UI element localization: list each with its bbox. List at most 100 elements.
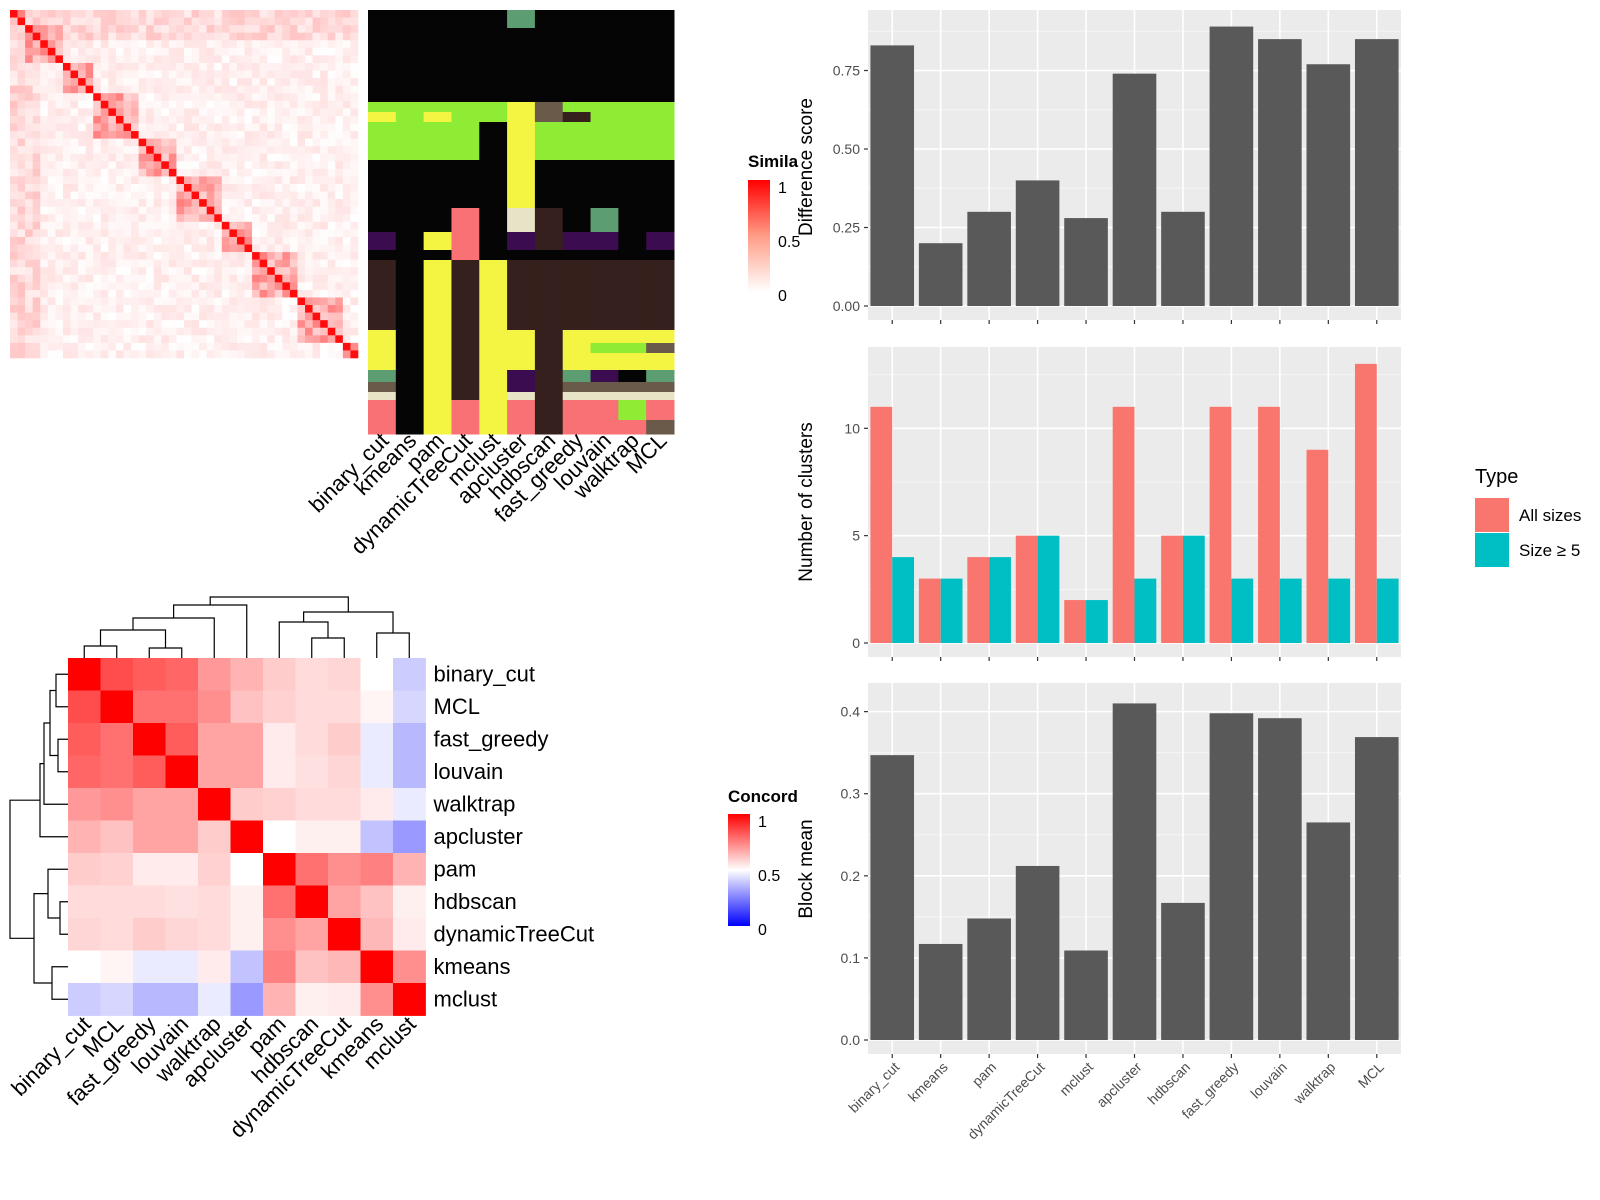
similarity-cell (47, 191, 56, 200)
similarity-cell (199, 100, 207, 109)
similarity-cell (10, 32, 18, 41)
similarity-cell (55, 123, 64, 132)
similarity-cell (342, 55, 351, 64)
similarity-cell (312, 297, 321, 306)
similarity-cell (259, 10, 268, 18)
x-tick-label: louvain (1247, 1059, 1290, 1102)
cluster-label-cell (395, 370, 425, 383)
similarity-cell (244, 131, 253, 139)
similarity-cell (327, 93, 336, 102)
similarity-cell (10, 85, 18, 94)
similarity-cell (320, 17, 329, 26)
concordance-row-label: louvain (434, 759, 504, 784)
cluster-label-cell (507, 10, 536, 29)
similarity-cell (184, 274, 192, 283)
similarity-cell (40, 350, 49, 359)
cluster-label-cell (507, 208, 536, 233)
concordance-cell (393, 690, 426, 724)
similarity-cell (252, 138, 260, 147)
similarity-cell (161, 244, 170, 253)
similarity-cell (312, 176, 321, 185)
similarity-cell (108, 327, 117, 336)
similarity-cell (153, 25, 162, 33)
similarity-cell (70, 100, 79, 109)
similarity-cell (70, 17, 79, 26)
similarity-cell (267, 191, 276, 200)
similarity-cell (312, 146, 321, 155)
cluster-label-cell (590, 382, 619, 393)
similarity-cell (320, 62, 329, 71)
similarity-cell (55, 10, 64, 18)
concordance-cell (360, 885, 394, 919)
similarity-cell (62, 78, 71, 86)
similarity-cell (161, 327, 170, 336)
type-legend: Type All sizes Size ≥ 5 (1475, 466, 1581, 567)
similarity-cell (259, 305, 268, 313)
similarity-cell (267, 70, 276, 79)
concordance-cell (100, 690, 134, 724)
similarity-cell (108, 259, 117, 268)
similarity-cell (17, 267, 26, 276)
similarity-cell (78, 108, 86, 117)
similarity-cell (320, 350, 329, 359)
similarity-cell (236, 259, 245, 268)
similarity-cell (320, 206, 329, 215)
similarity-cell (85, 70, 94, 79)
similarity-cell (267, 100, 276, 109)
cluster-label-cell (479, 10, 508, 29)
similarity-cell (161, 259, 170, 268)
legend-label-all-sizes: All sizes (1519, 506, 1581, 525)
similarity-cell (40, 70, 49, 79)
similarity-cell (191, 199, 200, 207)
similarity-cell (267, 17, 276, 26)
similarity-cell (138, 342, 147, 351)
concordance-cell (230, 885, 264, 919)
similarity-cell (297, 62, 306, 71)
similarity-cell (327, 320, 336, 329)
similarity-cell (40, 335, 49, 344)
concordance-row-label: pam (434, 856, 477, 881)
concordance-cell (393, 853, 426, 886)
similarity-cell (297, 153, 306, 162)
similarity-cell (221, 47, 230, 56)
similarity-cell (297, 191, 306, 200)
bar (1306, 64, 1351, 306)
similarity-cell (229, 161, 238, 170)
similarity-cell (138, 47, 147, 56)
similarity-cell (32, 350, 41, 359)
similarity-cell (146, 176, 155, 185)
similarity-cell (47, 146, 56, 155)
similarity-cell (100, 47, 109, 56)
cluster-label-cell (590, 370, 619, 383)
similarity-cell (335, 100, 344, 109)
cluster-label-cell (534, 330, 564, 344)
similarity-cell (244, 115, 253, 124)
similarity-cell (342, 85, 351, 94)
concordance-cell (68, 723, 101, 756)
similarity-cell (236, 161, 245, 170)
similarity-cell (123, 115, 132, 124)
similarity-cell (267, 115, 276, 124)
similarity-cell (153, 229, 162, 238)
concordance-cell (295, 820, 329, 854)
dendrogram-branch (83, 645, 118, 658)
similarity-cell (282, 32, 291, 41)
cluster-label-cell (534, 10, 564, 29)
similarity-cell (85, 85, 94, 94)
similarity-cell (32, 168, 41, 177)
similarity-cell (350, 327, 359, 336)
similarity-cell (312, 138, 321, 147)
similarity-cell (131, 312, 139, 321)
similarity-cell (153, 335, 162, 344)
similarity-cell (17, 289, 26, 298)
similarity-cell (146, 206, 155, 215)
similarity-cell (206, 108, 215, 117)
similarity-cell (115, 229, 124, 238)
similarity-cell (146, 327, 155, 336)
similarity-cell (93, 168, 102, 177)
similarity-cell (214, 62, 223, 71)
cluster-label-cell (618, 330, 647, 344)
similarity-cell (305, 161, 313, 170)
similarity-cell (115, 191, 124, 200)
cluster-label-cell (534, 102, 564, 113)
